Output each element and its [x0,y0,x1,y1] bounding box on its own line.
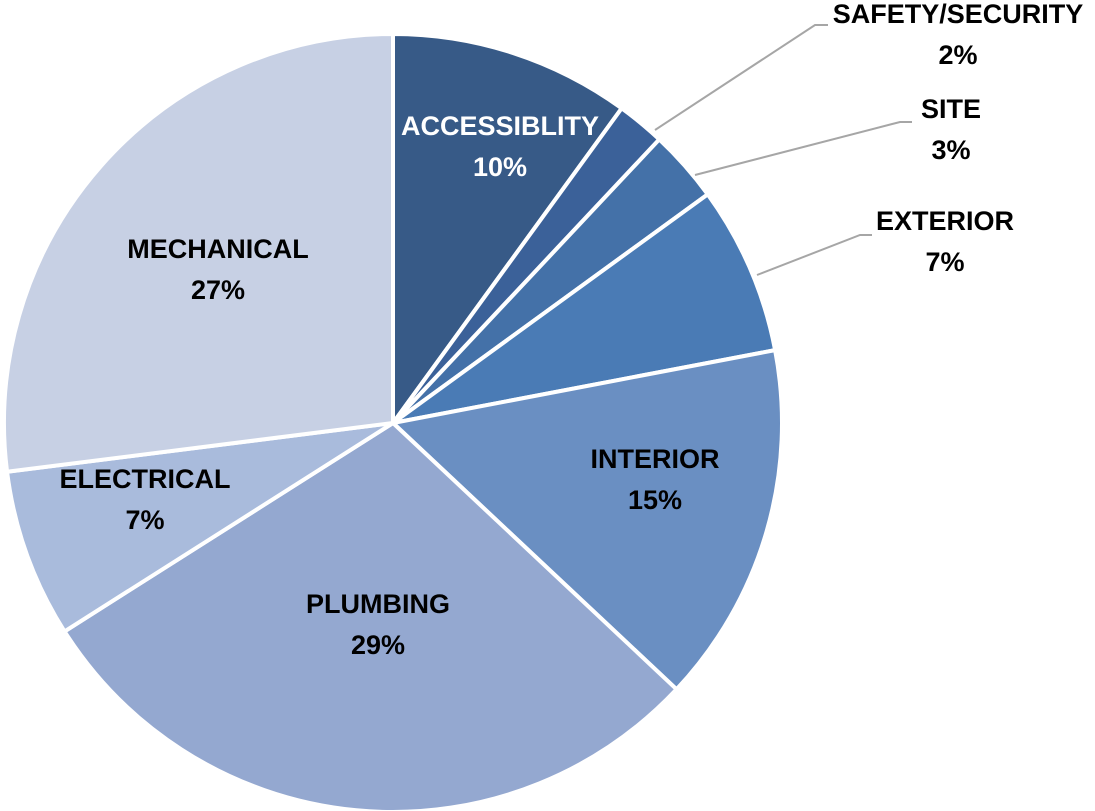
slice-value-label: 2% [938,40,977,70]
slice-value-label: 3% [931,135,970,165]
pie-slice [2,31,395,474]
slice-value-label: 10% [473,152,527,182]
pie-slice [388,347,784,693]
slice-value-label: 27% [191,275,245,305]
pie-slice [4,421,395,635]
pie-slice [391,191,778,425]
slice-value-label: 29% [351,630,405,660]
slice-label: SAFETY/SECURITY [833,0,1084,29]
leader-line [694,121,912,176]
slice-label: ACCESSIBLITY [401,111,599,141]
slice-label: SITE [921,94,981,124]
slice-label: MECHANICAL [127,234,309,264]
slice-value-label: 7% [925,247,964,277]
pie-slice [391,31,625,430]
slice-label: PLUMBING [306,589,450,619]
slice-label: INTERIOR [590,444,719,474]
slice-value-label: 15% [628,485,682,515]
slice-value-label: 7% [125,505,164,535]
pie-slice [61,420,680,811]
slice-label: ELECTRICAL [60,464,231,494]
leader-line [654,24,828,131]
leader-line [756,234,872,276]
slice-label: EXTERIOR [876,206,1014,236]
